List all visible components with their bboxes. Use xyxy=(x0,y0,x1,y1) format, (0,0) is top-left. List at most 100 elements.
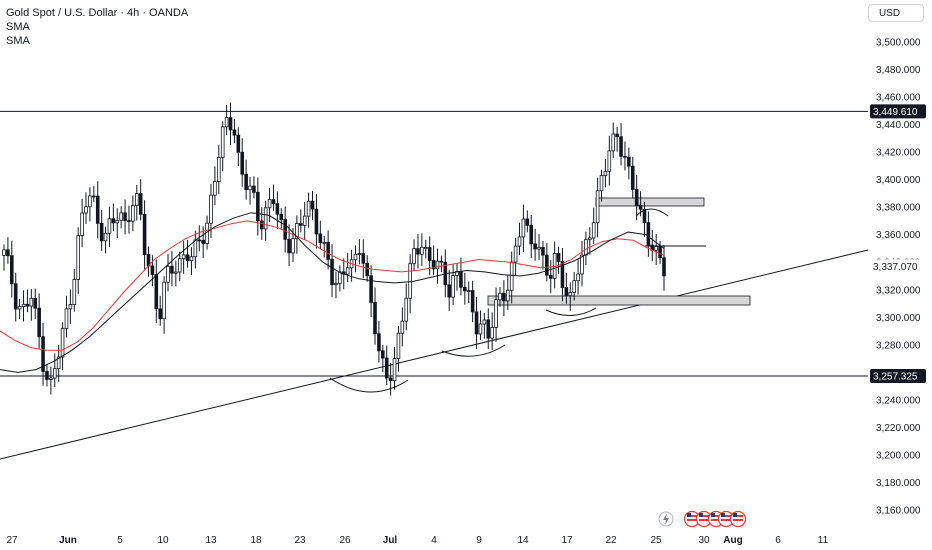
candle-body xyxy=(474,311,479,335)
candle-body xyxy=(494,299,498,328)
price-labels-layer: 3,449.610 3,337.070 3,257.325 xyxy=(870,104,926,384)
candle-body xyxy=(131,205,135,222)
time-axis[interactable]: 27 Jun 5 10 13 18 23 26 Jul 4 9 14 17 22 25 30 Aug 6 11 xyxy=(6,535,828,546)
symbol-title: Gold Spot / U.S. Dollar · 4h · OANDA xyxy=(6,7,189,19)
candle xyxy=(513,237,518,276)
candle xyxy=(302,201,307,240)
sma-fast-line[interactable] xyxy=(0,220,665,351)
candle xyxy=(80,198,84,248)
candle xyxy=(181,241,186,274)
candle-body xyxy=(373,301,377,335)
price-tick-label: 3,360.000 xyxy=(876,230,921,241)
arc-bottom-3[interactable] xyxy=(545,307,597,316)
candle-body xyxy=(447,284,452,298)
candle-body xyxy=(99,223,104,242)
candle xyxy=(498,287,502,307)
candle-body xyxy=(95,195,100,224)
candle xyxy=(396,325,401,372)
candle-body xyxy=(623,155,627,158)
candle-body xyxy=(463,286,467,292)
candle xyxy=(537,234,541,260)
candle-body xyxy=(654,246,658,251)
candle-body xyxy=(181,254,186,260)
price-tick-label: 3,300.000 xyxy=(876,313,921,324)
price-tick-label: 3,500.000 xyxy=(876,38,921,49)
candle xyxy=(381,344,385,373)
candle-body xyxy=(119,212,123,221)
candle-body xyxy=(72,279,77,305)
arc-bottom-1[interactable] xyxy=(329,377,409,393)
indicator-sma-1[interactable]: SMA xyxy=(6,21,30,33)
candle xyxy=(318,220,323,249)
candle-body xyxy=(392,358,397,382)
candle xyxy=(10,240,14,298)
candle-body xyxy=(338,271,342,284)
candle-body xyxy=(174,271,178,274)
candle-body xyxy=(49,377,53,380)
candle xyxy=(619,122,623,166)
indicator-sma-2[interactable]: SMA xyxy=(6,35,30,47)
candle xyxy=(447,269,452,311)
candle-body xyxy=(92,195,96,198)
candle-body xyxy=(568,291,573,297)
candle-body xyxy=(213,181,217,196)
sma-slow-line[interactable] xyxy=(0,212,665,373)
time-tick-label: 14 xyxy=(517,535,529,546)
candle xyxy=(662,244,666,291)
candle-body xyxy=(509,261,514,291)
candle-body xyxy=(404,297,409,322)
candle-body xyxy=(505,289,510,302)
candle xyxy=(29,289,34,321)
event-icons[interactable] xyxy=(658,510,747,528)
candle xyxy=(306,192,311,228)
candle xyxy=(490,312,494,350)
candle-body xyxy=(220,126,225,158)
candle xyxy=(455,263,459,291)
candle xyxy=(95,181,100,239)
candle xyxy=(248,176,252,205)
support-zone[interactable] xyxy=(487,295,751,306)
candle-body xyxy=(154,274,159,310)
candle-body xyxy=(103,232,108,242)
time-tick-label: 26 xyxy=(339,535,351,546)
candle xyxy=(177,251,182,282)
flag-stripe-icon xyxy=(699,519,709,521)
time-tick-label: 5 xyxy=(117,535,123,546)
candle xyxy=(154,259,159,324)
candle xyxy=(49,366,53,395)
candle xyxy=(17,298,22,320)
candle-body xyxy=(197,239,202,242)
candle xyxy=(52,353,57,388)
resistance-zone[interactable] xyxy=(595,197,705,207)
candle-body xyxy=(111,218,116,224)
candle xyxy=(505,275,510,310)
us-flag-icon[interactable] xyxy=(729,510,747,528)
candle-body xyxy=(209,194,213,224)
candle-body xyxy=(10,255,14,285)
support-trendline[interactable] xyxy=(0,249,869,460)
candle xyxy=(572,271,576,301)
candle xyxy=(384,345,389,386)
candle-body xyxy=(244,173,248,191)
candle xyxy=(521,204,526,253)
time-tick-label: Jun xyxy=(59,535,77,546)
candle-body xyxy=(556,252,561,262)
candle-body xyxy=(127,220,131,222)
arc-bottom-2[interactable] xyxy=(441,344,506,357)
candle xyxy=(146,246,151,277)
currency-selector[interactable]: USD xyxy=(868,4,924,22)
candle-body xyxy=(299,223,303,226)
candle-body xyxy=(377,333,381,352)
candle-body xyxy=(396,332,401,359)
flag-canton-icon xyxy=(721,513,725,517)
candle xyxy=(103,226,108,254)
candle xyxy=(41,322,45,386)
us-flag-icon[interactable] xyxy=(695,510,713,528)
flag-stripe-icon xyxy=(733,519,743,521)
arc-top-1[interactable] xyxy=(635,208,669,217)
flag-canton-icon xyxy=(733,513,737,517)
candle-body xyxy=(615,133,619,138)
candle-body xyxy=(166,265,170,283)
candle-body xyxy=(64,308,69,329)
